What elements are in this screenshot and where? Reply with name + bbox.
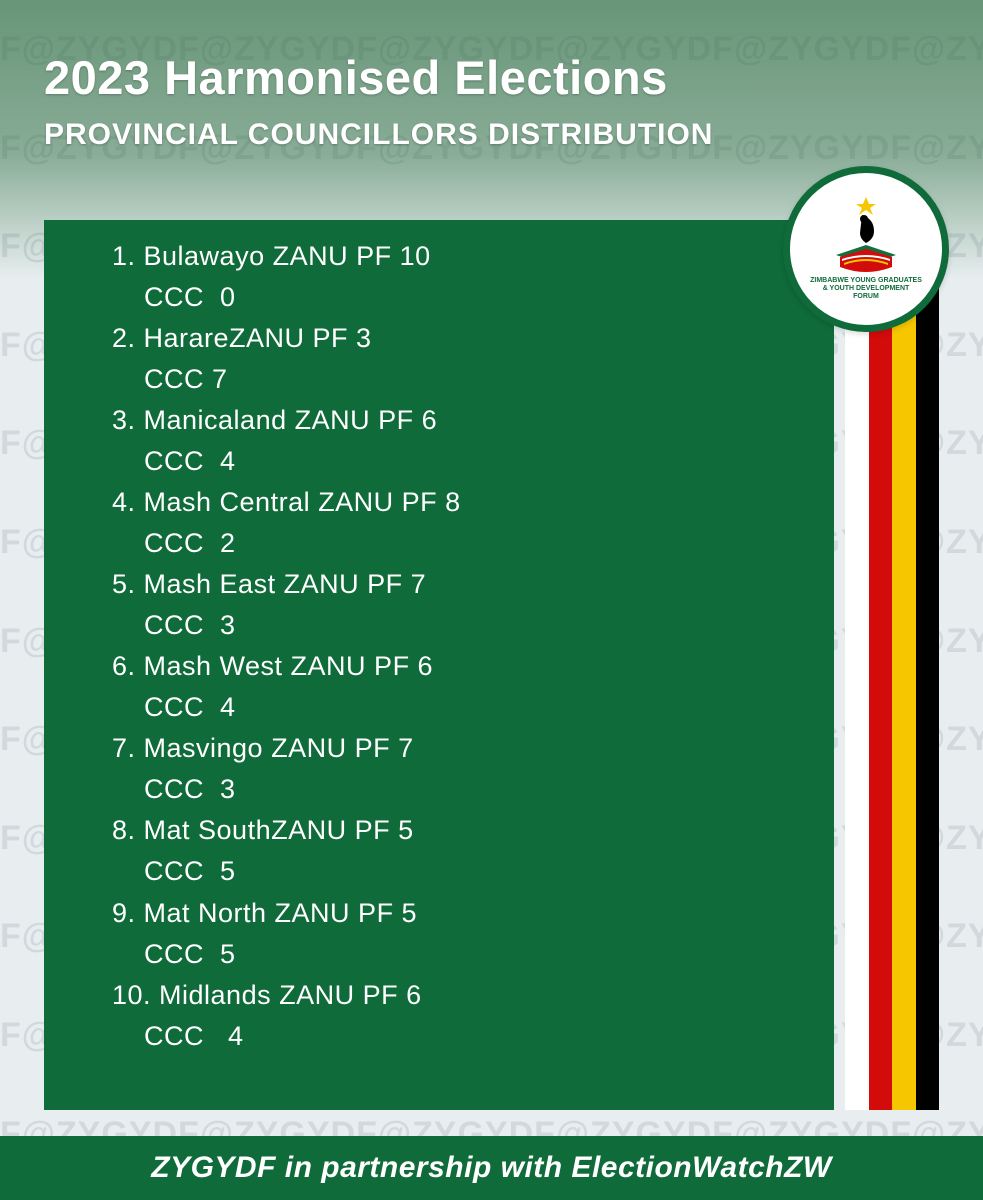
province-ccc-row: CCC 7 [84, 359, 834, 400]
province-row: 3. Manicaland ZANU PF 6 [84, 400, 834, 441]
page-title: 2023 Harmonised Elections [44, 50, 668, 105]
province-ccc-row: CCC 4 [84, 1016, 834, 1057]
org-name-line2: & YOUTH DEVELOPMENT [810, 285, 922, 293]
stripe-red [869, 220, 893, 1110]
province-ccc-row: CCC 4 [84, 441, 834, 482]
page-subtitle: PROVINCIAL COUNCILLORS DISTRIBUTION [44, 118, 713, 152]
province-ccc-row: CCC 3 [84, 769, 834, 810]
org-logo-badge: ZIMBABWE YOUNG GRADUATES & YOUTH DEVELOP… [783, 166, 949, 332]
province-ccc-row: CCC 3 [84, 605, 834, 646]
stripe-yellow [892, 220, 916, 1110]
org-name-line3: FORUM [810, 293, 922, 301]
province-row: 8. Mat SouthZANU PF 5 [84, 810, 834, 851]
province-row: 10. Midlands ZANU PF 6 [84, 975, 834, 1016]
province-ccc-row: CCC 5 [84, 934, 834, 975]
province-row: 7. Masvingo ZANU PF 7 [84, 728, 834, 769]
province-row: 2. HarareZANU PF 3 [84, 318, 834, 359]
province-row: 9. Mat North ZANU PF 5 [84, 893, 834, 934]
province-ccc-row: CCC 0 [84, 277, 834, 318]
stripe-white [845, 220, 869, 1110]
province-row: 1. Bulawayo ZANU PF 10 [84, 236, 834, 277]
province-ccc-row: CCC 2 [84, 523, 834, 564]
org-logo-text: ZIMBABWE YOUNG GRADUATES & YOUTH DEVELOP… [810, 277, 922, 300]
province-row: 5. Mash East ZANU PF 7 [84, 564, 834, 605]
flag-stripes [845, 220, 939, 1110]
province-row: 4. Mash Central ZANU PF 8 [84, 482, 834, 523]
province-ccc-row: CCC 4 [84, 687, 834, 728]
footer-bar: ZYGYDF in partnership with ElectionWatch… [0, 1136, 983, 1200]
org-logo-icon [818, 197, 914, 275]
stripe-black [916, 220, 940, 1110]
province-ccc-row: CCC 5 [84, 851, 834, 892]
page-container: 2023 Harmonised Elections PROVINCIAL COU… [0, 0, 983, 1200]
org-name-line1: ZIMBABWE YOUNG GRADUATES [810, 277, 922, 285]
province-row: 6. Mash West ZANU PF 6 [84, 646, 834, 687]
footer-text: ZYGYDF in partnership with ElectionWatch… [151, 1151, 831, 1185]
data-panel: 1. Bulawayo ZANU PF 10CCC 02. HarareZANU… [44, 220, 834, 1110]
